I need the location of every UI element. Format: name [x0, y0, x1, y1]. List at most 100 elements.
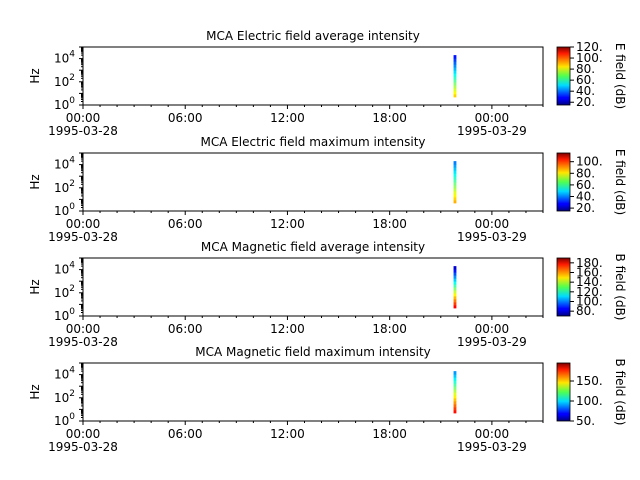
spectrogram-cell [453, 289, 457, 294]
x-date-label: 1995-03-29 [457, 230, 527, 244]
spectrogram-cell [453, 176, 457, 180]
chart-panel-3: MCA Magnetic field average intensity 100 1… [28, 240, 627, 349]
x-tick-label: 00:00 [66, 217, 101, 231]
spectrogram-cell [453, 58, 457, 62]
spectrogram-cell [453, 281, 457, 285]
spectrogram-cell [453, 266, 457, 270]
x-tick-label: 00:00 [66, 427, 101, 441]
chart-title: MCA Magnetic field maximum intensity [195, 345, 431, 359]
y-axis-label: Hz [28, 174, 42, 189]
x-tick-label: 00:00 [475, 322, 510, 336]
y-tick-label: 100 [54, 202, 75, 218]
plot-area [82, 46, 544, 106]
plot-area [82, 257, 544, 317]
chart-panel-4: MCA Magnetic field maximum intensity 100 1… [28, 345, 627, 454]
spectrogram-cell [453, 93, 457, 98]
x-date-label: 1995-03-29 [457, 124, 527, 138]
y-tick-label: 100 [54, 96, 75, 112]
spectrogram-cell [453, 187, 457, 192]
spectrogram-cell [453, 170, 457, 174]
colorbar-gradient [556, 362, 571, 422]
x-tick-label: 18:00 [372, 427, 407, 441]
spectrogram-cell [453, 193, 457, 198]
y-tick-label: 104 [54, 156, 75, 172]
x-tick-label: 06:00 [168, 111, 203, 125]
spectrogram-cell [453, 81, 457, 86]
spectrogram-cell [453, 61, 457, 65]
colorbar-label: B field (dB) [613, 359, 627, 426]
chart-panel-1: MCA Electric field average intensity 100 1… [28, 29, 627, 138]
spectrogram-cell [453, 161, 457, 165]
spectrogram-cell [453, 78, 457, 83]
y-tick-label: 100 [54, 307, 75, 323]
spectrogram-cell [453, 406, 457, 411]
x-tick-label: 00:00 [66, 111, 101, 125]
y-tick-label: 102 [54, 73, 75, 89]
x-date-label: 1995-03-29 [457, 335, 527, 349]
colorbar-tick-label: 100. [576, 295, 603, 309]
spectrogram-cell [453, 397, 457, 402]
spectrogram-cell [453, 184, 457, 189]
colorbar-label: B field (dB) [613, 254, 627, 321]
colorbar-tick-label: 120. [576, 40, 603, 54]
x-tick-label: 12:00 [270, 427, 305, 441]
x-tick-label: 18:00 [372, 322, 407, 336]
x-tick-label: 00:00 [475, 111, 510, 125]
spectrogram-cell [453, 304, 457, 309]
spectrogram-cell [453, 287, 457, 291]
spectrogram-cell [453, 64, 457, 68]
colorbar: 20.40.60.80.100. E field (dB) [556, 149, 627, 215]
x-tick-label: 12:00 [270, 322, 305, 336]
colorbar: 20.40.60.80.100.120. E field (dB) [556, 40, 627, 109]
spectrogram-cell [453, 190, 457, 195]
colorbar-tick-label: 80. [576, 304, 595, 318]
spectrogram-cell [453, 90, 457, 95]
y-tick-label: 102 [54, 284, 75, 300]
chart-panel-2: MCA Electric field maximum intensity 100 1… [28, 135, 627, 244]
spectrogram-cell [453, 292, 457, 297]
y-axis-label: Hz [28, 384, 42, 399]
x-tick-label: 06:00 [168, 217, 203, 231]
spectrogram-cell [453, 196, 457, 201]
y-tick-label: 100 [54, 412, 75, 428]
plot-area [82, 152, 544, 212]
spectrogram-cell [453, 389, 457, 393]
colorbar-tick-label: 80. [576, 62, 595, 76]
x-tick-label: 18:00 [372, 217, 407, 231]
spectrogram-block [453, 55, 457, 98]
x-tick-label: 12:00 [270, 111, 305, 125]
colorbar-tick-label: 20. [576, 95, 595, 109]
colorbar-tick-label: 40. [576, 190, 595, 204]
x-tick-label: 06:00 [168, 322, 203, 336]
spectrogram-cell [453, 199, 457, 204]
spectrogram-cell [453, 272, 457, 276]
x-date-label: 1995-03-28 [48, 440, 118, 454]
spectrogram-cell [453, 371, 457, 375]
spectrogram-cell [453, 84, 457, 89]
colorbar-tick-label: 80. [576, 166, 595, 180]
colorbar: 50. 100. 150. B field (dB) [556, 359, 627, 428]
spectrogram-cell [453, 298, 457, 303]
colorbar-gradient [556, 46, 571, 106]
colorbar-label: E field (dB) [613, 43, 627, 109]
spectrogram-cell [453, 409, 457, 414]
x-tick-label: 06:00 [168, 427, 203, 441]
x-tick-label: 00:00 [475, 427, 510, 441]
spectrogram-cell [453, 295, 457, 300]
spectrogram-cell [453, 380, 457, 384]
x-tick-label: 18:00 [372, 111, 407, 125]
y-tick-label: 104 [54, 261, 75, 277]
colorbar-tick-label: 100. [576, 394, 603, 408]
spectrogram-block [453, 371, 457, 414]
spectrogram-cell [453, 173, 457, 177]
chart-title: MCA Electric field maximum intensity [200, 135, 425, 149]
x-tick-label: 12:00 [270, 217, 305, 231]
spectrogram-cell [453, 394, 457, 399]
spectrogram-cell [453, 55, 457, 59]
colorbar-tick-label: 60. [576, 178, 595, 192]
y-tick-label: 102 [54, 179, 75, 195]
spectrogram-block [453, 161, 457, 204]
spectrogram-cell [453, 67, 457, 71]
spectrogram-cell [453, 377, 457, 381]
